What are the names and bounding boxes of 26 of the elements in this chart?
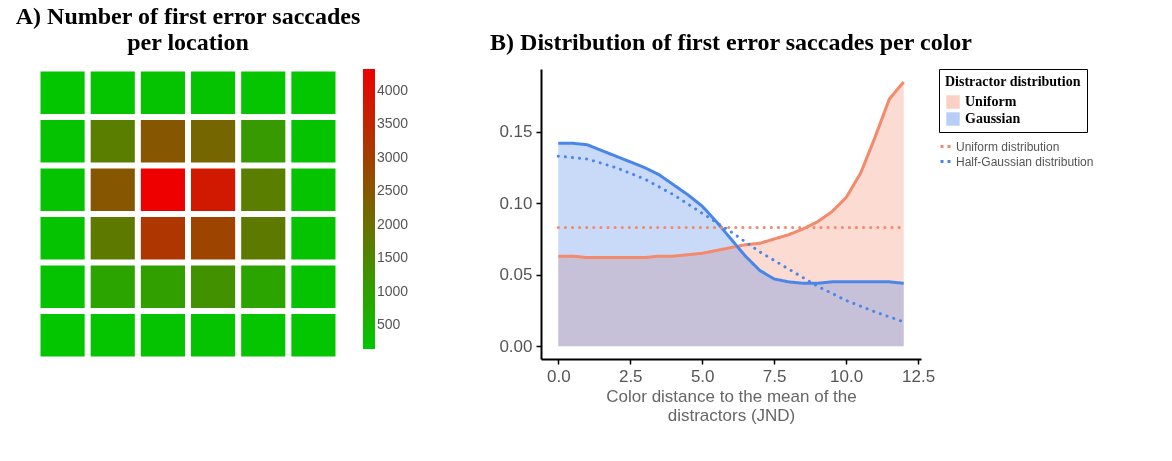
color-bar-label: 4000 [377, 82, 409, 99]
chart-title: A) Number of first error saccades per location [15, 3, 361, 55]
legend-label: Gaussian [965, 111, 1021, 126]
legend-label: Uniform distribution [956, 139, 1060, 154]
y-tick-label: 0.10 [499, 193, 533, 213]
x-tick-label: 7.5 [762, 366, 787, 386]
legend-label: Half-Gaussian distribution [956, 154, 1094, 169]
color-bar-label: 3000 [377, 148, 409, 165]
x-tick-label: 5.0 [690, 366, 715, 386]
color-bar-label: 2000 [377, 215, 409, 232]
y-tick-label: 0.15 [499, 122, 533, 142]
y-tick-label: 0.05 [499, 265, 533, 285]
color-bar-label: 1500 [377, 249, 409, 266]
legend-title: Distractor distribution [945, 74, 1081, 89]
x-tick-label: 10.0 [830, 366, 864, 386]
color-bar-label: 500 [377, 315, 401, 332]
color-bar-label: 2500 [377, 182, 409, 199]
color-bar-label: 3500 [377, 115, 409, 132]
color-bar-label: 1000 [377, 282, 409, 299]
legend-label: Uniform [965, 94, 1017, 109]
chart-title: B) Distribution of first error saccades per color [490, 28, 973, 55]
y-tick-label: 0.00 [499, 336, 533, 356]
x-tick-label: 12.5 [902, 366, 936, 386]
x-tick-label: 0.0 [546, 366, 571, 386]
x-tick-label: 2.5 [618, 366, 643, 386]
x-axis-title: Color distance to the mean of the distractors (JND) [606, 386, 857, 425]
